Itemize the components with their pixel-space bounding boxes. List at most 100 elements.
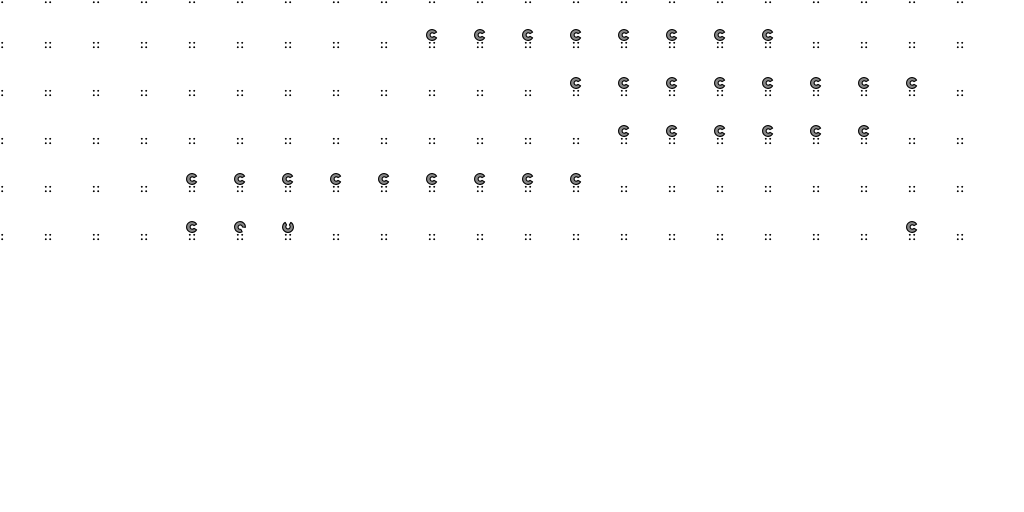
grid-marker [284,89,292,97]
grid-marker [188,137,196,145]
grid-marker [812,137,820,145]
grid-marker [188,41,196,49]
c-shaped-piece-icon[interactable] [378,173,390,185]
c-shaped-piece-icon[interactable] [330,173,342,185]
grid-marker [860,185,868,193]
grid-marker [572,185,580,193]
grid-marker [236,41,244,49]
c-shaped-piece-icon[interactable] [426,29,438,41]
c-shaped-piece-icon[interactable] [858,125,870,137]
grid-marker-top-partial [908,1,916,4]
grid-marker [476,41,484,49]
c-shaped-piece-icon[interactable] [232,219,246,234]
grid-marker [620,233,628,241]
c-shaped-piece-icon[interactable] [570,173,582,185]
c-shaped-piece-icon[interactable] [666,125,678,137]
grid-marker [908,41,916,49]
c-shaped-piece-icon[interactable] [426,173,438,185]
c-shaped-piece-icon[interactable] [714,125,726,137]
grid-marker [380,185,388,193]
grid-marker [524,185,532,193]
c-shaped-piece-icon[interactable] [810,77,822,89]
grid-marker-top-partial [284,1,292,4]
c-shaped-piece-icon[interactable] [186,221,198,233]
c-shaped-piece-icon[interactable] [570,29,582,41]
c-shaped-piece-icon[interactable] [906,221,918,233]
grid-marker [476,89,484,97]
grid-marker [716,185,724,193]
grid-marker [716,41,724,49]
grid-marker [620,89,628,97]
c-shaped-piece-icon[interactable] [618,125,630,137]
grid-marker [140,89,148,97]
grid-marker [668,233,676,241]
grid-marker [908,185,916,193]
grid-marker [860,41,868,49]
c-shaped-piece-icon[interactable] [474,173,486,185]
grid-marker [380,89,388,97]
grid-marker [380,137,388,145]
c-shaped-piece-icon[interactable] [522,29,534,41]
grid-marker [956,233,964,241]
grid-marker [284,137,292,145]
grid-marker-top-partial [716,1,724,4]
grid-marker [812,41,820,49]
grid-marker [908,233,916,241]
grid-marker [380,233,388,241]
grid-marker-top-partial [188,1,196,4]
grid-marker [428,41,436,49]
c-shaped-piece-icon[interactable] [762,125,774,137]
grid-marker [860,89,868,97]
grid-marker [44,89,52,97]
c-shaped-piece-icon[interactable] [618,29,630,41]
c-shaped-piece-icon[interactable] [810,125,822,137]
grid-marker-top-partial [92,1,100,4]
c-shaped-piece-icon[interactable] [762,77,774,89]
grid-marker-top-partial [860,1,868,4]
grid-marker-top-partial [620,1,628,4]
c-shaped-piece-icon[interactable] [282,173,294,185]
c-shaped-piece-icon[interactable] [714,29,726,41]
c-shaped-piece-icon[interactable] [522,173,534,185]
grid-marker [572,89,580,97]
grid-marker [44,41,52,49]
grid-marker [188,233,196,241]
grid-marker-top-partial [332,1,340,4]
c-shaped-piece-icon[interactable] [618,77,630,89]
c-shaped-piece-icon[interactable] [666,29,678,41]
c-shaped-piece-icon[interactable] [666,77,678,89]
game-pieces [186,29,918,234]
c-shaped-piece-icon[interactable] [474,29,486,41]
grid-marker [764,137,772,145]
c-shaped-piece-icon[interactable] [858,77,870,89]
grid-marker-top-partial [380,1,388,4]
grid-marker [668,89,676,97]
c-shaped-piece-icon[interactable] [282,221,294,233]
grid-marker [380,41,388,49]
grid-marker-top-partial [812,1,820,4]
grid-marker [332,137,340,145]
grid-marker [284,233,292,241]
c-shaped-piece-icon[interactable] [234,173,246,185]
grid-marker [956,185,964,193]
grid-marker [812,89,820,97]
c-shaped-piece-icon[interactable] [186,173,198,185]
grid-marker [92,233,100,241]
grid-marker [428,137,436,145]
grid-marker [716,233,724,241]
c-shaped-piece-icon[interactable] [906,77,918,89]
grid-marker [524,233,532,241]
grid-marker [764,185,772,193]
grid-marker [1,41,4,49]
c-shaped-piece-icon[interactable] [570,77,582,89]
grid-marker [92,137,100,145]
grid-marker [524,137,532,145]
grid-marker [44,137,52,145]
c-shaped-piece-icon[interactable] [714,77,726,89]
grid-marker [908,137,916,145]
grid-marker [764,233,772,241]
grid-marker-top-partial [572,1,580,4]
c-shaped-piece-icon[interactable] [762,29,774,41]
grid-marker [284,185,292,193]
